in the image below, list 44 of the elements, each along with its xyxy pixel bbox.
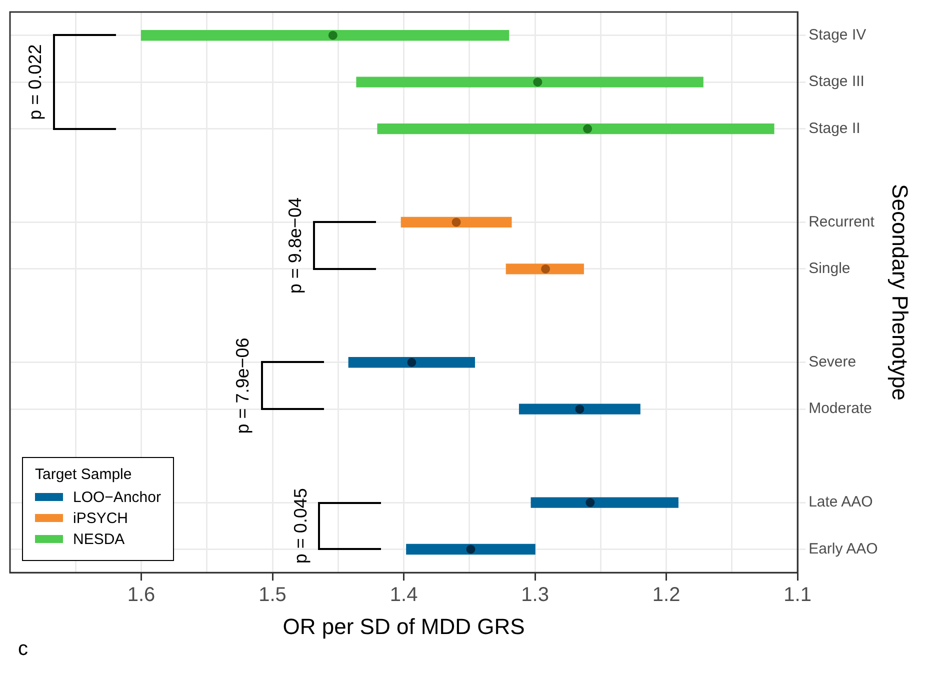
legend-label: LOO−Anchor	[73, 488, 161, 506]
bar	[406, 544, 536, 555]
point	[541, 264, 550, 274]
point	[583, 124, 592, 134]
point	[533, 78, 542, 87]
legend-label: NESDA	[73, 530, 125, 548]
x-tick-label: 1.1	[784, 584, 812, 606]
y-tick-label: Late AAO	[808, 494, 873, 511]
annotation: p = 0.022	[25, 44, 46, 120]
y-tick-label: Recurrent	[808, 213, 876, 230]
x-tick-label: 1.3	[521, 584, 549, 606]
y-tick-label: Stage III	[808, 73, 864, 90]
y-tick-label: Stage IV	[808, 26, 866, 44]
bar	[506, 264, 584, 274]
x-tick-label: 1.2	[652, 584, 680, 606]
bar	[356, 76, 704, 88]
y-axis-title: Secondary Phenotype	[888, 184, 913, 401]
point	[452, 218, 461, 227]
annotation: p = 9.8e−04	[285, 198, 306, 294]
bar	[518, 404, 640, 414]
point	[328, 30, 338, 40]
point	[466, 544, 476, 554]
bar	[530, 497, 678, 508]
text: c	[18, 638, 28, 661]
annotation: p = 0.045	[290, 488, 310, 564]
point	[586, 498, 595, 508]
y-tick-label: Moderate	[808, 400, 872, 418]
y-tick-label: Single	[808, 260, 850, 278]
x-axis-title: OR per SD of MDD GRS	[282, 614, 525, 639]
bar	[140, 30, 510, 41]
legend-label: iPSYCH	[73, 510, 128, 527]
y-tick-label: Severe	[808, 354, 856, 371]
point	[575, 404, 584, 414]
x-tick-label: 1.4	[390, 584, 418, 606]
x-tick-label: 1.6	[127, 584, 156, 606]
bar	[377, 123, 774, 134]
y-tick-label: Early AAO	[808, 540, 878, 558]
point	[407, 358, 416, 367]
bar	[400, 216, 512, 228]
x-tick-label: 1.5	[258, 584, 286, 606]
y-tick-label: Stage II	[808, 120, 860, 137]
legend-title: Target Sample	[35, 466, 133, 483]
bar	[348, 357, 476, 368]
annotation: p = 7.9e−06	[232, 338, 253, 434]
